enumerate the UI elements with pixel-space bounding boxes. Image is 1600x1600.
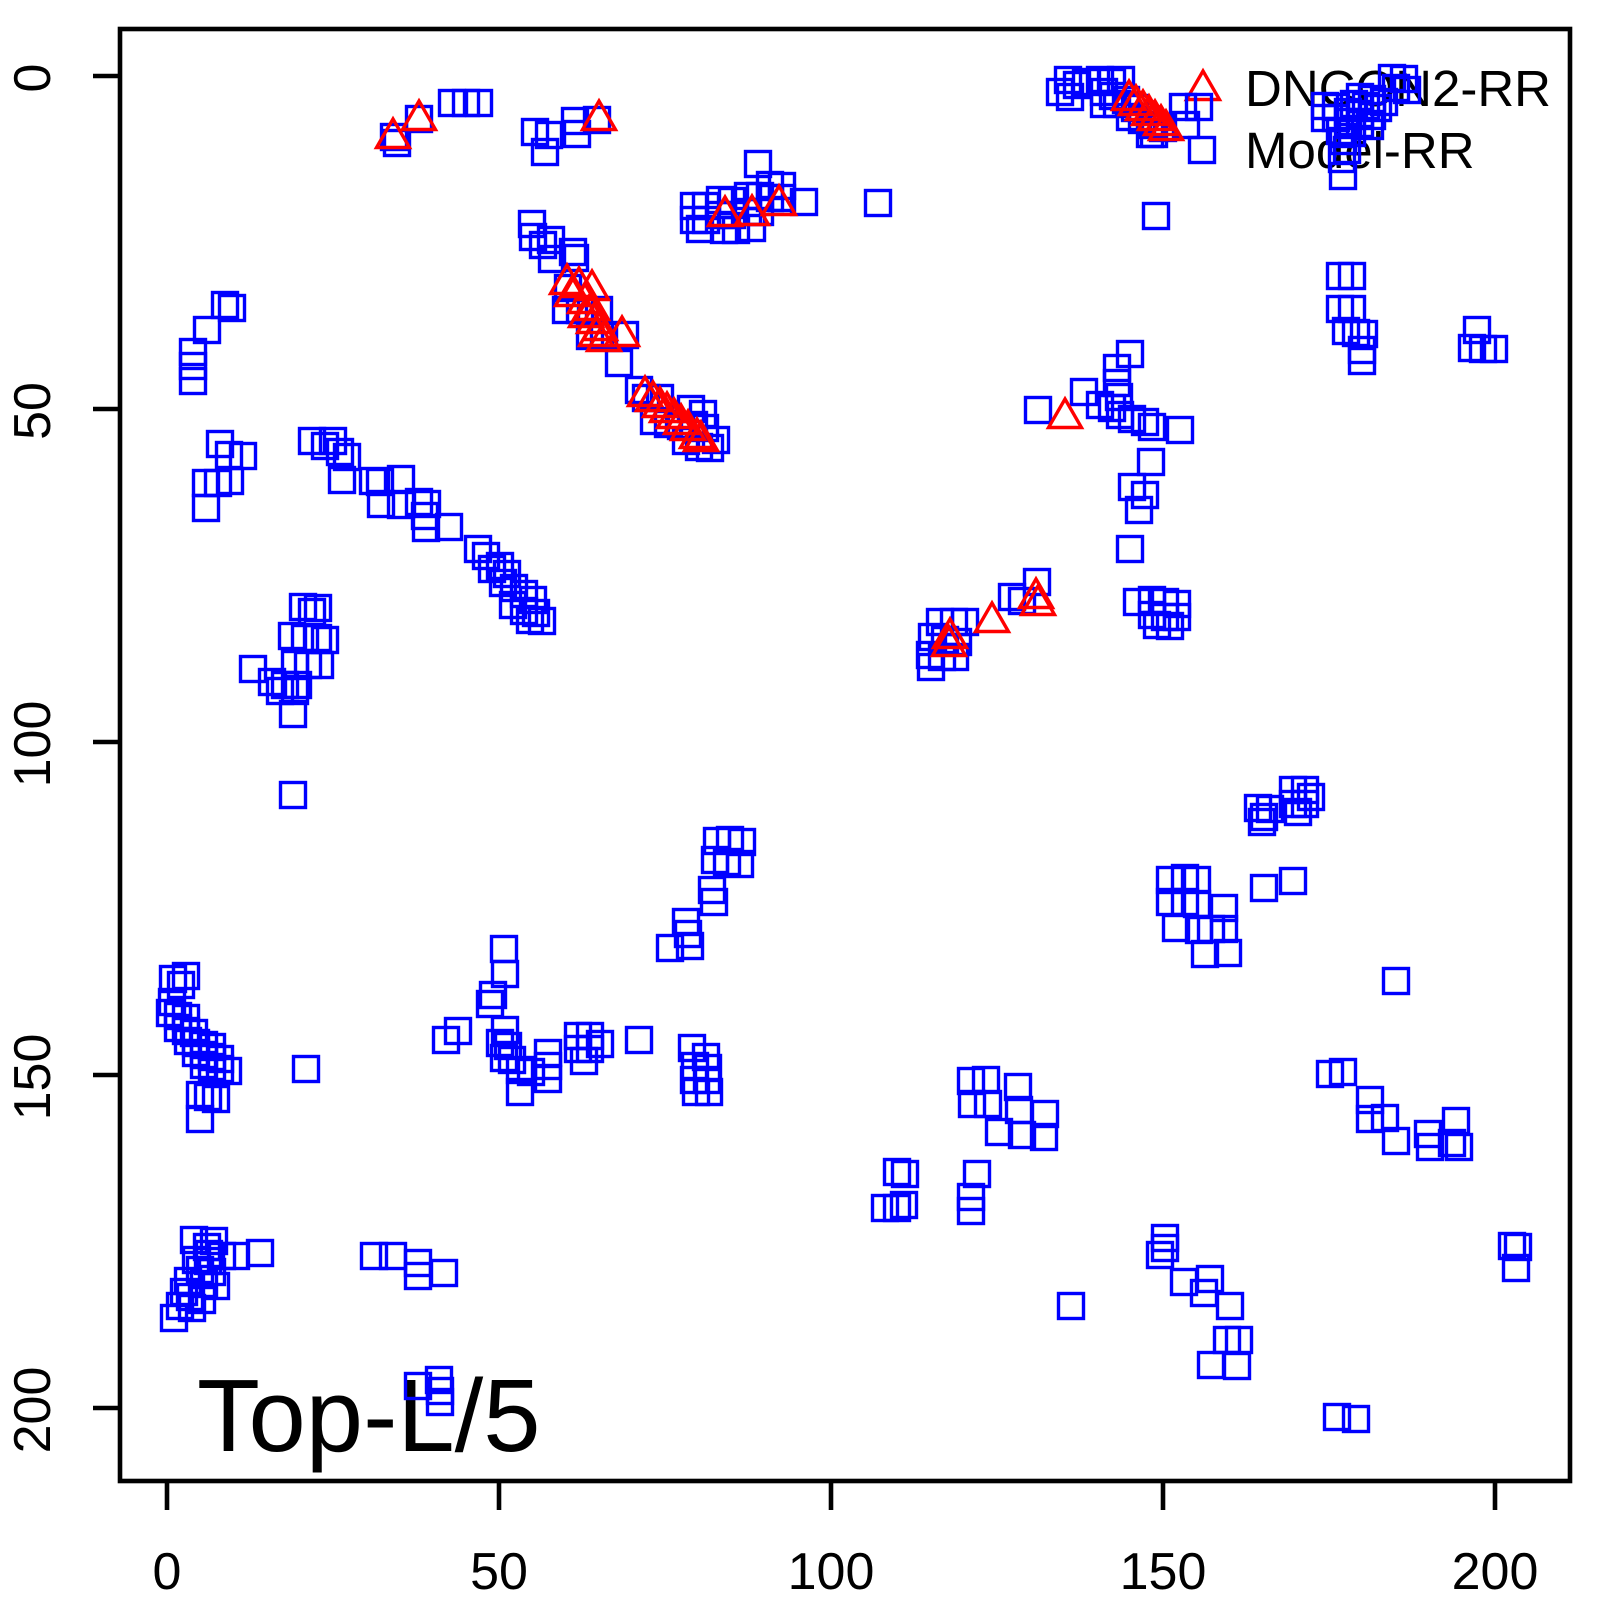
- svg-text:100: 100: [788, 1543, 875, 1600]
- svg-text:0: 0: [153, 1543, 182, 1600]
- svg-text:150: 150: [1120, 1543, 1207, 1600]
- svg-text:150: 150: [4, 1034, 62, 1121]
- svg-text:0: 0: [4, 64, 62, 93]
- svg-text:100: 100: [4, 701, 62, 788]
- svg-text:50: 50: [4, 382, 62, 440]
- svg-text:Top-L/5: Top-L/5: [197, 1358, 541, 1473]
- svg-text:200: 200: [4, 1367, 62, 1454]
- svg-text:50: 50: [470, 1543, 528, 1600]
- svg-text:200: 200: [1452, 1543, 1539, 1600]
